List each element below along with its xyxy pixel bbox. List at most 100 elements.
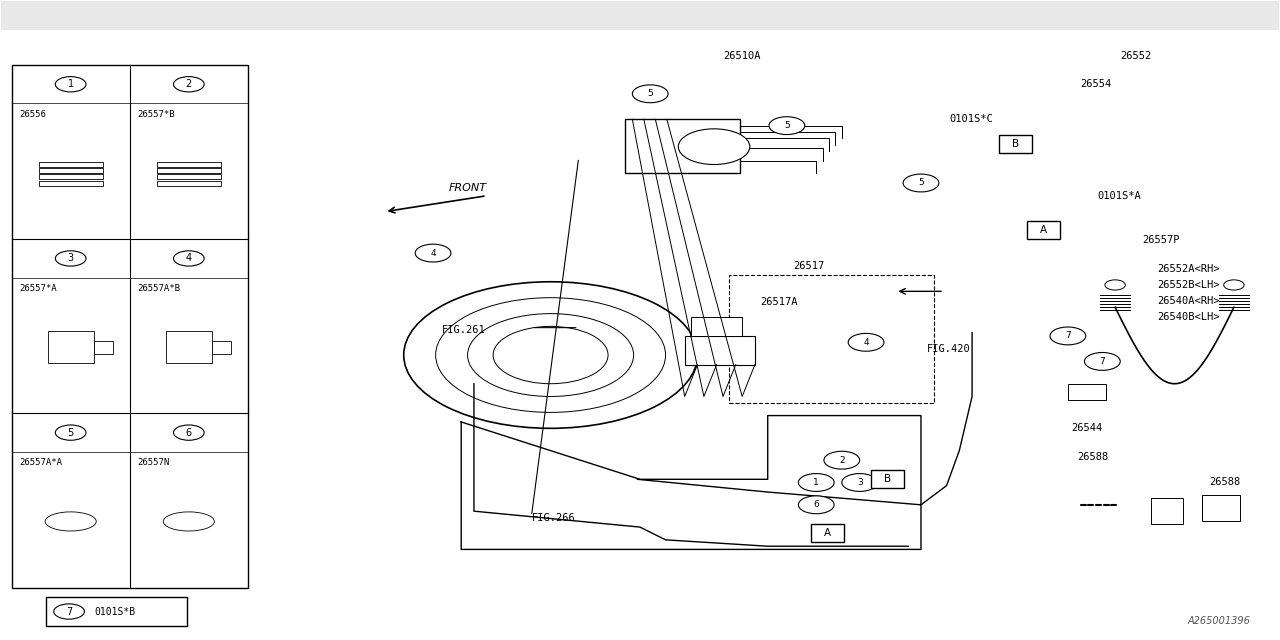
- Bar: [157, 168, 220, 173]
- Text: 26557*A: 26557*A: [19, 284, 56, 293]
- Ellipse shape: [45, 512, 96, 531]
- Text: 5: 5: [648, 90, 653, 99]
- Bar: [812, 524, 845, 541]
- Text: 26517A: 26517A: [760, 297, 797, 307]
- Text: 7: 7: [1065, 332, 1071, 340]
- Text: 26557N: 26557N: [137, 458, 170, 467]
- Text: 2: 2: [186, 79, 192, 89]
- Bar: [38, 180, 102, 186]
- Text: 6: 6: [186, 428, 192, 438]
- Text: A: A: [824, 528, 831, 538]
- Text: 26588: 26588: [1210, 477, 1240, 488]
- Text: 7: 7: [1100, 357, 1105, 366]
- Bar: [1068, 384, 1106, 399]
- Circle shape: [55, 77, 86, 92]
- Text: FRONT: FRONT: [448, 182, 486, 193]
- Text: 4: 4: [863, 338, 869, 347]
- Bar: [46, 597, 187, 626]
- Text: 26554: 26554: [1080, 79, 1112, 89]
- Circle shape: [904, 174, 938, 192]
- Text: 26557A*B: 26557A*B: [137, 284, 180, 293]
- Bar: [38, 168, 102, 173]
- Circle shape: [54, 604, 84, 619]
- Text: B: B: [884, 474, 891, 484]
- Bar: [12, 65, 248, 588]
- Ellipse shape: [164, 512, 214, 531]
- Text: 26544: 26544: [1071, 423, 1103, 433]
- Bar: [157, 180, 220, 186]
- Bar: [157, 174, 220, 179]
- Text: 3: 3: [856, 478, 863, 487]
- Circle shape: [632, 85, 668, 102]
- Text: 26557*B: 26557*B: [137, 110, 175, 119]
- Text: 4: 4: [430, 248, 436, 257]
- Circle shape: [174, 425, 204, 440]
- Bar: [691, 317, 742, 336]
- Bar: [47, 332, 93, 364]
- Circle shape: [849, 333, 884, 351]
- Circle shape: [1050, 327, 1085, 345]
- Bar: [730, 275, 934, 403]
- Circle shape: [1105, 280, 1125, 290]
- Circle shape: [1084, 353, 1120, 371]
- Bar: [625, 119, 740, 173]
- Text: 26552: 26552: [1120, 51, 1152, 61]
- Text: 6: 6: [813, 500, 819, 509]
- Circle shape: [824, 451, 860, 469]
- Text: FIG.420: FIG.420: [928, 344, 972, 354]
- Text: 1: 1: [68, 79, 74, 89]
- Bar: [157, 162, 220, 167]
- Text: 26510A: 26510A: [723, 51, 760, 61]
- Circle shape: [799, 474, 835, 492]
- Text: 5: 5: [68, 428, 74, 438]
- Text: 26556: 26556: [19, 110, 46, 119]
- Bar: [1151, 499, 1183, 524]
- Bar: [93, 341, 113, 354]
- Circle shape: [842, 474, 878, 492]
- Text: 0101S*A: 0101S*A: [1097, 191, 1140, 201]
- Bar: [211, 341, 230, 354]
- Bar: [38, 162, 102, 167]
- Circle shape: [678, 129, 750, 164]
- Text: 26588: 26588: [1076, 452, 1108, 462]
- Circle shape: [174, 251, 204, 266]
- Circle shape: [1224, 280, 1244, 290]
- Text: Diagram BRAKE PIPING for your 2015 Subaru Impreza  Premium Sedan: Diagram BRAKE PIPING for your 2015 Subar…: [419, 10, 861, 22]
- Text: 5: 5: [785, 121, 790, 130]
- Text: FIG.261: FIG.261: [442, 324, 486, 335]
- Bar: [685, 336, 755, 365]
- Text: FIG.266: FIG.266: [531, 513, 575, 522]
- Text: 2: 2: [838, 456, 845, 465]
- Bar: [1202, 495, 1240, 521]
- Bar: [38, 174, 102, 179]
- Circle shape: [769, 116, 805, 134]
- Text: A265001396: A265001396: [1188, 616, 1251, 626]
- Circle shape: [55, 251, 86, 266]
- Text: 26517: 26517: [794, 261, 824, 271]
- Text: 0101S*B: 0101S*B: [95, 607, 136, 616]
- Text: 5: 5: [918, 179, 924, 188]
- Circle shape: [415, 244, 451, 262]
- Text: 26552A<RH>: 26552A<RH>: [1157, 264, 1220, 274]
- Circle shape: [403, 282, 698, 428]
- Text: 4: 4: [186, 253, 192, 264]
- Text: 1: 1: [813, 478, 819, 487]
- Text: 7: 7: [67, 607, 72, 616]
- Bar: [166, 332, 211, 364]
- Circle shape: [799, 496, 835, 514]
- Text: 26540B<LH>: 26540B<LH>: [1157, 312, 1220, 322]
- Text: A: A: [1041, 225, 1047, 235]
- FancyBboxPatch shape: [1, 1, 1279, 30]
- Circle shape: [174, 77, 204, 92]
- Bar: [872, 470, 905, 488]
- Text: 26552B<LH>: 26552B<LH>: [1157, 280, 1220, 290]
- Bar: [1027, 221, 1060, 239]
- Text: 26557A*A: 26557A*A: [19, 458, 63, 467]
- Text: B: B: [1012, 139, 1019, 149]
- Text: 26540A<RH>: 26540A<RH>: [1157, 296, 1220, 306]
- Bar: [998, 135, 1032, 153]
- Text: 3: 3: [68, 253, 74, 264]
- Text: 0101S*C: 0101S*C: [948, 115, 993, 124]
- Text: 26557P: 26557P: [1142, 236, 1179, 245]
- Circle shape: [55, 425, 86, 440]
